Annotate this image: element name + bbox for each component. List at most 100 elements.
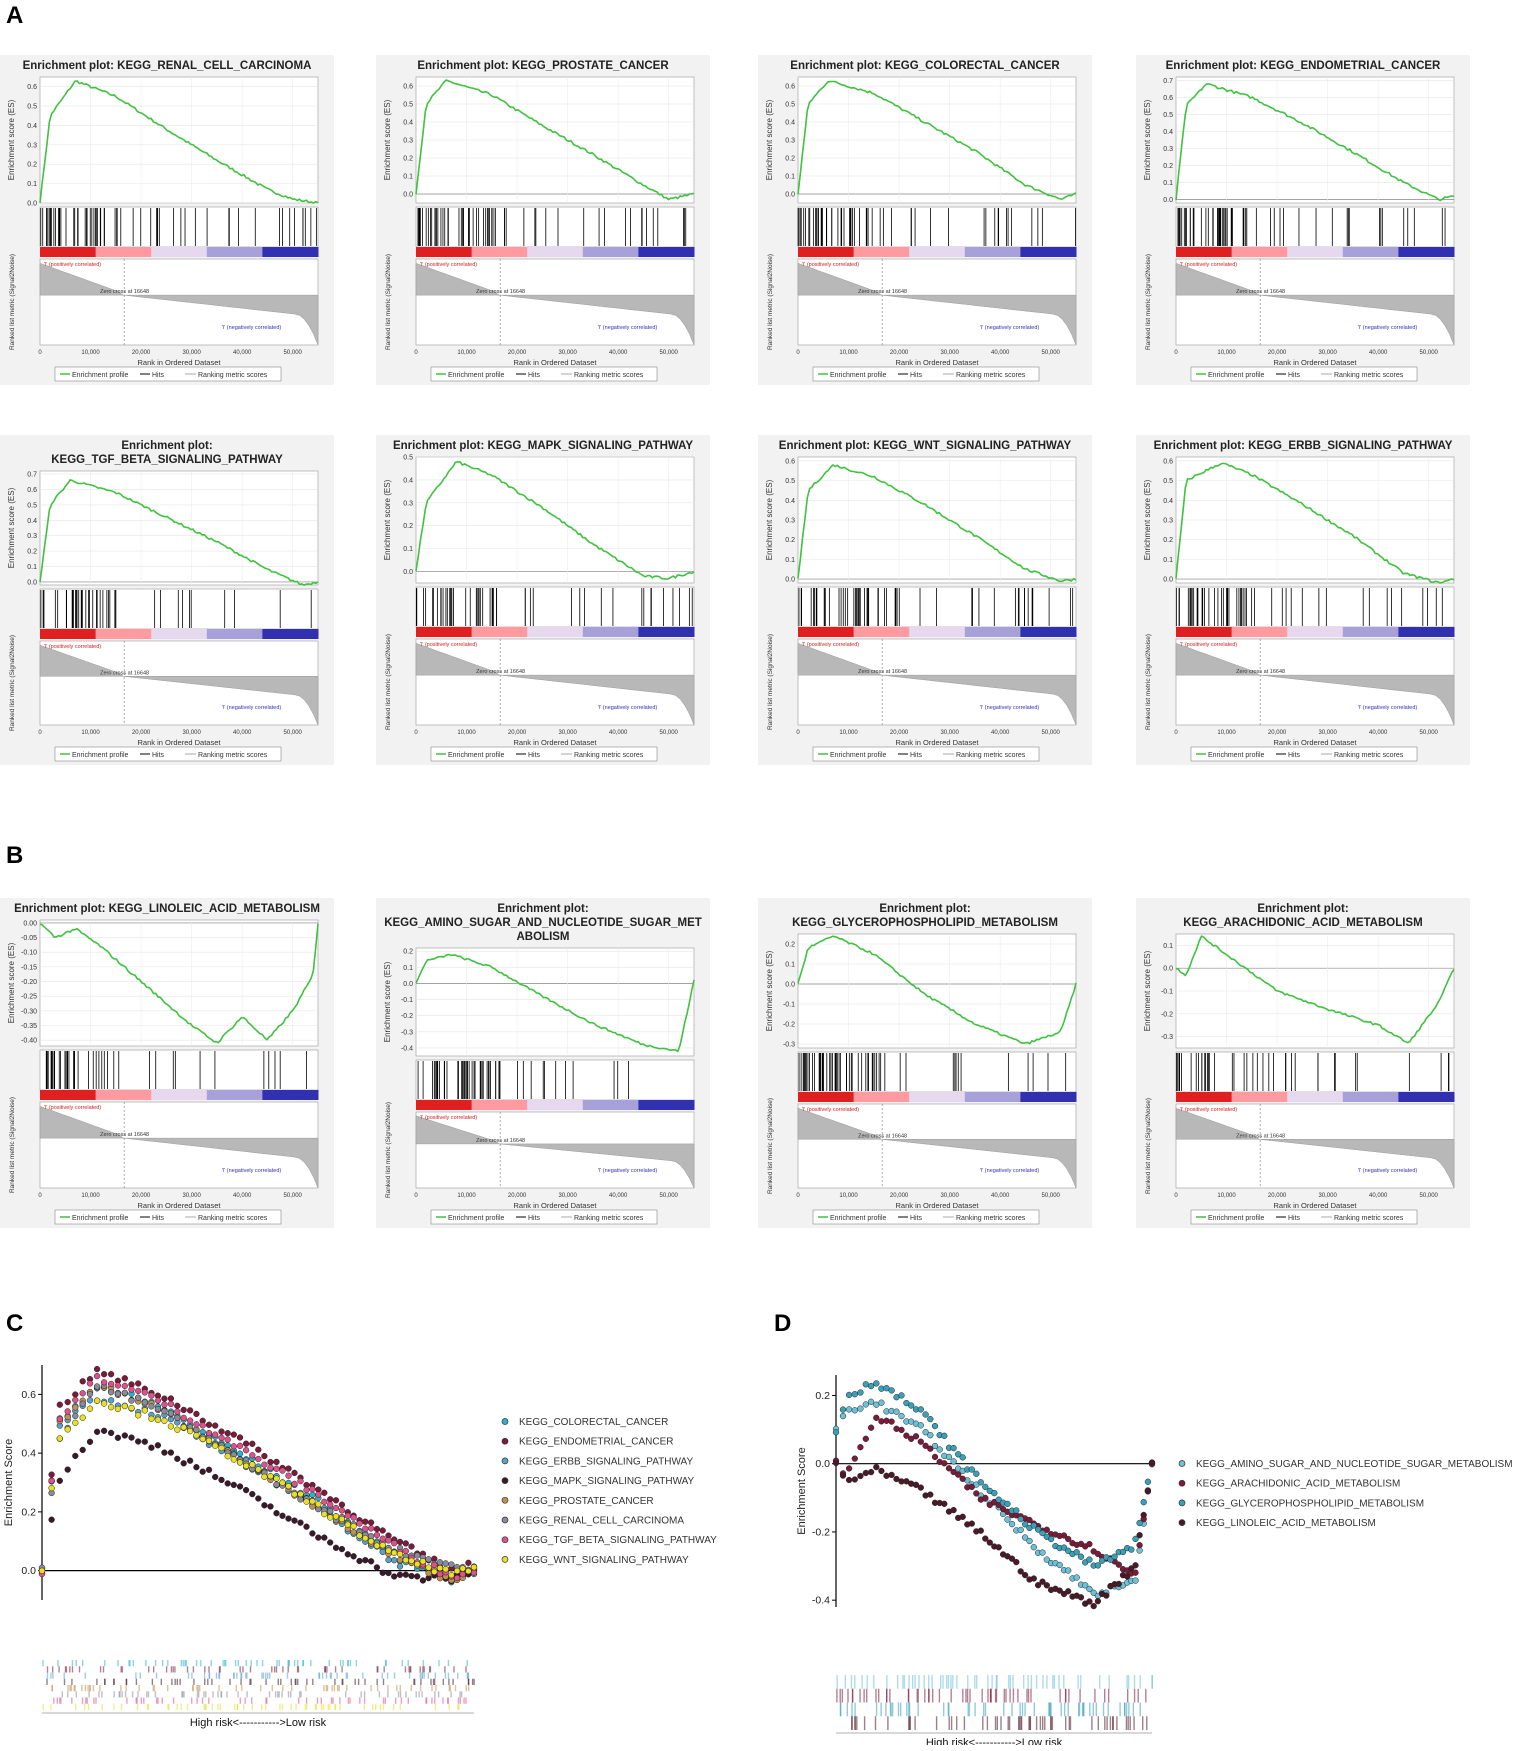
legend-metric-label: Ranking metric scores <box>1334 1215 1404 1222</box>
score-point <box>154 1416 162 1423</box>
hit-strip-mark <box>457 1697 460 1704</box>
hit-strip-mark <box>126 1697 128 1704</box>
hit-strip-mark <box>434 1697 436 1704</box>
hit-strip-mark <box>437 1691 440 1698</box>
hits-area <box>415 206 695 248</box>
hit-strip-mark <box>325 1685 328 1692</box>
y-tick-label: -0.05 <box>21 935 37 942</box>
score-point <box>922 1411 929 1418</box>
score-point <box>857 1389 864 1396</box>
gsea-title-line: Enrichment plot: <box>1257 903 1349 915</box>
hit-strip-mark <box>151 1678 154 1685</box>
hit-strip-mark <box>167 1685 169 1692</box>
hit-strip-mark <box>233 1672 235 1679</box>
x-axis-label: High risk<----------->Low risk <box>190 1717 327 1729</box>
y-axis-label-metric: Ranked list metric (Signal2Noise) <box>1145 254 1152 350</box>
hit-strip-mark <box>71 1697 73 1704</box>
score-point <box>100 1400 108 1407</box>
score-point <box>297 1519 304 1526</box>
y-tick-label: -0.1 <box>783 1002 795 1009</box>
ranking-metric-area <box>415 262 695 346</box>
hit-strip-mark <box>345 1691 347 1698</box>
score-point <box>1073 1549 1080 1556</box>
hit-strip-mark <box>854 1702 856 1717</box>
score-point <box>927 1432 934 1439</box>
hit-strip-mark <box>1012 1675 1014 1689</box>
score-point <box>121 1389 128 1396</box>
rank-color-segment <box>1342 627 1399 637</box>
zero-cross-label: Zero cross at 16648 <box>476 1138 525 1144</box>
score-point <box>309 1498 316 1505</box>
score-point <box>128 1397 135 1404</box>
gsea-svg: 0.1 0.0 -0.1 -0.2 -0.3 'l' (positively correl… <box>1143 933 1455 1225</box>
hit-strip-mark <box>58 1666 60 1673</box>
gsea-svg: 0.2 0.1 0.0 -0.1 -0.2 -0.3 'l' (positively cor… <box>765 933 1077 1225</box>
hit-strip-mark <box>131 1691 134 1698</box>
hit-strip-mark <box>1078 1702 1081 1717</box>
score-point <box>114 1390 122 1397</box>
hit-strip-mark <box>185 1660 187 1667</box>
rank-color-segment <box>527 1100 584 1110</box>
score-point <box>121 1402 128 1410</box>
hit-strip-mark <box>947 1675 950 1689</box>
hit-strip-mark <box>459 1697 461 1704</box>
hit-strip-mark <box>184 1660 186 1667</box>
score-point <box>230 1443 237 1450</box>
score-point <box>350 1514 357 1521</box>
hit-strip-mark <box>241 1672 243 1679</box>
hit-strip-mark <box>98 1691 100 1698</box>
score-point <box>56 1477 63 1484</box>
rank-color-segment <box>798 1092 855 1102</box>
x-tick-label: 20,000 <box>890 350 909 356</box>
hit-strip-mark <box>287 1666 289 1673</box>
score-point <box>1144 1478 1152 1485</box>
hit-strip-mark <box>1094 1688 1096 1703</box>
hit-strip-mark <box>196 1685 198 1692</box>
hit-strip-mark <box>450 1691 452 1698</box>
score-point <box>1073 1574 1080 1581</box>
rank-color-segment <box>262 629 319 639</box>
y-axis-label-es: Enrichment score (ES) <box>765 99 774 180</box>
y-tick-label: 0.1 <box>785 174 795 181</box>
rank-color-segment <box>527 247 584 257</box>
hit-strip-mark <box>187 1672 190 1679</box>
y-tick-label: 0.1 <box>27 181 37 188</box>
y-tick-label: 0.2 <box>785 942 795 949</box>
hit-strip-mark <box>46 1678 48 1685</box>
x-tick-label: 20,000 <box>508 1193 527 1199</box>
x-tick-label: 10,000 <box>81 350 100 356</box>
score-point <box>79 1414 86 1421</box>
hit-strip-mark <box>296 1666 299 1673</box>
hit-strip-mark <box>277 1691 279 1698</box>
hit-strip-mark <box>433 1678 436 1685</box>
hit-strip-mark <box>217 1691 219 1698</box>
hit-strip-mark <box>50 1672 52 1679</box>
hit-strip-mark <box>447 1672 450 1679</box>
hit-strip-mark <box>1064 1702 1066 1717</box>
score-point <box>114 1382 122 1389</box>
hit-strip-mark <box>438 1660 440 1667</box>
y-tick-label: -0.15 <box>21 964 37 971</box>
score-point <box>236 1450 244 1457</box>
score-point <box>1047 1535 1055 1543</box>
y-tick-label: 0.5 <box>27 104 37 111</box>
pos-correlated-label: 'l' (positively correlated) <box>802 1107 859 1113</box>
score-point <box>977 1479 984 1486</box>
y-tick-label: 0.4 <box>403 120 413 127</box>
score-point <box>1043 1582 1050 1589</box>
y-axis-label-metric: Ranked list metric (Signal2Noise) <box>1145 634 1152 730</box>
pos-correlated-label: 'l' (positively correlated) <box>1180 1107 1237 1113</box>
hit-strip-mark <box>71 1666 74 1673</box>
hit-strip-mark <box>86 1697 88 1704</box>
score-point <box>893 1475 900 1483</box>
score-point <box>912 1433 920 1440</box>
score-point <box>93 1428 101 1435</box>
x-tick-label: 50,000 <box>1042 350 1061 356</box>
hit-strip-mark <box>290 1691 292 1698</box>
score-point <box>267 1458 274 1466</box>
score-point <box>249 1461 256 1468</box>
hit-strip-mark <box>917 1702 919 1717</box>
hit-strip-mark <box>244 1697 246 1704</box>
score-point <box>1115 1580 1122 1588</box>
x-tick-label: 50,000 <box>660 730 679 736</box>
